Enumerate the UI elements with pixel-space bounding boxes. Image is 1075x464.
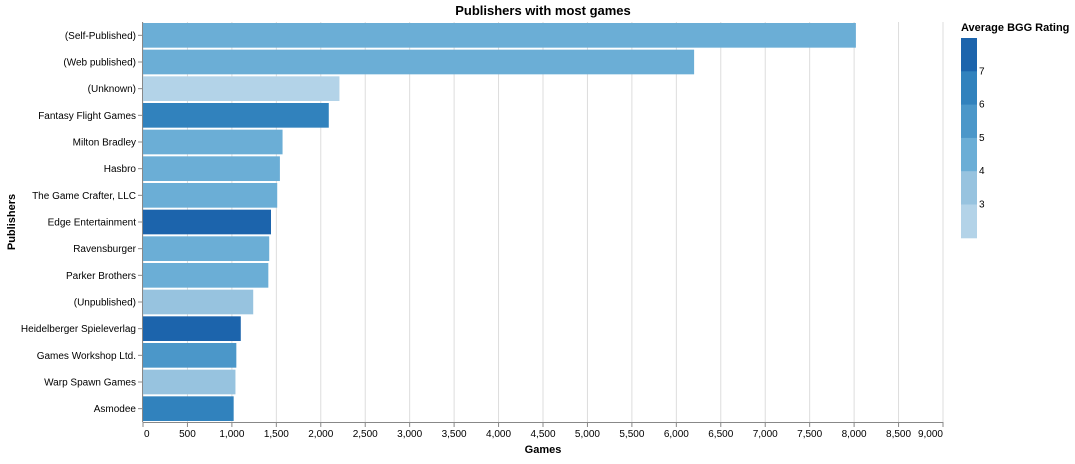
- bar: [143, 156, 280, 181]
- bar: [143, 183, 278, 208]
- bar: [143, 49, 695, 75]
- bar: [143, 129, 283, 155]
- y-tick-label: Heidelberger Spieleverlag: [21, 324, 136, 335]
- x-tick-label: 6,000: [664, 429, 689, 440]
- y-tick-label: (Self-Published): [65, 31, 136, 42]
- y-axis-title: Publishers: [6, 194, 18, 250]
- legend-swatch: [961, 171, 977, 205]
- y-tick-label: Games Workshop Ltd.: [37, 351, 136, 362]
- legend-swatch: [961, 137, 977, 172]
- bar: [143, 316, 241, 341]
- bar: [143, 236, 270, 261]
- x-axis-tick-labels: 0 500 1,000 1,500 2,000 2,500 3,000 3,500 4,000 4…: [144, 429, 943, 440]
- legend-label: 6: [979, 100, 985, 111]
- chart-title: Publishers with most games: [455, 3, 631, 18]
- legend-label: 4: [979, 166, 985, 177]
- x-tick-label: 2,000: [308, 429, 333, 440]
- y-tick-label: Hasbro: [104, 164, 137, 175]
- x-tick-label: 0: [144, 429, 150, 440]
- x-tick-label: 8,000: [842, 429, 867, 440]
- y-tick-label: (Unknown): [88, 84, 136, 95]
- x-tick-label: 6,500: [708, 429, 733, 440]
- x-axis-title: Games: [525, 444, 562, 456]
- x-tick-label: 2,500: [353, 429, 378, 440]
- bar: [143, 103, 329, 128]
- bar: [143, 76, 340, 101]
- x-tick-label: 7,500: [797, 429, 822, 440]
- x-tick-label: 5,500: [619, 429, 644, 440]
- x-tick-label: 500: [179, 429, 196, 440]
- y-tick-label: Milton Bradley: [73, 138, 136, 149]
- legend-label: 5: [979, 133, 985, 144]
- bar: [143, 263, 269, 288]
- bars: [143, 23, 856, 421]
- legend-label: 7: [979, 66, 985, 77]
- legend-swatch: [961, 71, 977, 106]
- x-tick-label: 3,500: [442, 429, 467, 440]
- bar: [143, 396, 234, 421]
- x-tick-label: 1,500: [264, 429, 289, 440]
- x-tick-label: 1,000: [219, 429, 244, 440]
- legend-swatch: [961, 104, 977, 139]
- grid-lines: [142, 22, 944, 422]
- x-tick-label: 7,000: [753, 429, 778, 440]
- x-tick-label: 9,000: [918, 429, 943, 440]
- x-tick-label: 4,500: [530, 429, 555, 440]
- bar: [143, 369, 236, 395]
- y-tick-label: (Unpublished): [74, 298, 136, 309]
- y-tick-label: Warp Spawn Games: [44, 378, 136, 389]
- y-tick-label: Parker Brothers: [66, 271, 136, 282]
- y-tick-label: (Web published): [63, 58, 136, 69]
- x-tick-label: 4,000: [486, 429, 511, 440]
- legend-title: Average BGG Rating: [961, 22, 1069, 34]
- legend-label: 3: [979, 200, 985, 211]
- y-tick-label: Asmodee: [94, 404, 137, 415]
- color-legend: Average BGG Rating 7 6 5 4 3: [961, 22, 1069, 239]
- bar: [143, 343, 237, 368]
- bar: [143, 209, 271, 235]
- bar: [143, 289, 254, 315]
- y-axis-tick-labels: (Self-Published) (Web published) (Unknown)…: [21, 31, 137, 415]
- axes: [138, 22, 944, 427]
- legend-swatch: [961, 38, 977, 72]
- y-tick-label: The Game Crafter, LLC: [32, 191, 136, 202]
- y-tick-label: Ravensburger: [73, 244, 136, 255]
- y-tick-label: Edge Entertainment: [48, 218, 137, 229]
- x-tick-label: 5,000: [575, 429, 600, 440]
- bar: [143, 23, 856, 48]
- x-tick-label: 8,500: [886, 429, 911, 440]
- legend-swatch: [961, 204, 977, 239]
- y-tick-label: Fantasy Flight Games: [38, 111, 136, 122]
- x-tick-label: 3,000: [397, 429, 422, 440]
